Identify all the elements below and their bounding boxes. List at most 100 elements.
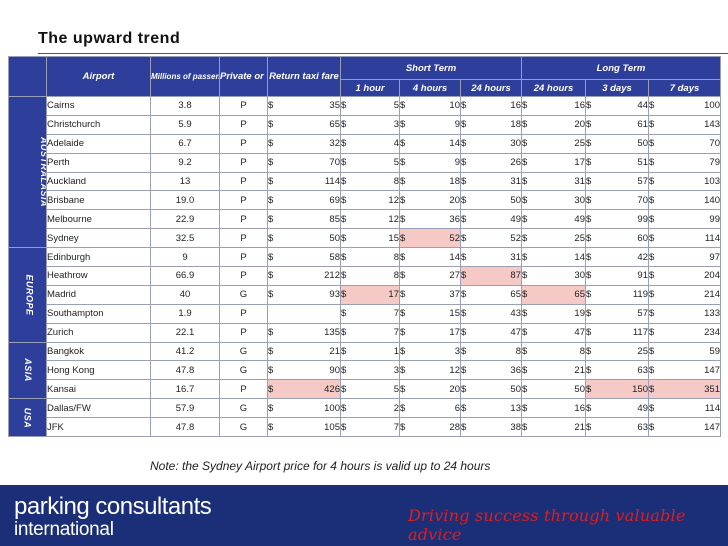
price-amount: 47	[574, 327, 585, 339]
price-amount: 15	[388, 232, 399, 244]
currency-symbol: $	[649, 289, 655, 301]
price-amount: 50	[574, 383, 585, 395]
price-amount: 63	[637, 364, 648, 376]
currency-symbol: $	[649, 346, 655, 358]
table-row: EUROPE Edinburgh 9 P $58 $8 $14 $31 $14 $42 $97	[8, 247, 721, 343]
table-body: AUSTRALASIA Cairns 3.8 P $35 $5 $10 $16 $16 $44 $1…	[8, 95, 721, 438]
price-amount: 119	[632, 289, 648, 301]
price-cell-h24: $87	[460, 266, 522, 286]
ownership-cell: P	[219, 322, 268, 343]
price-cell-h24: $50	[460, 379, 522, 400]
currency-symbol: $	[461, 308, 467, 320]
price-cell-h1: $8	[340, 247, 400, 268]
passengers-cell: 6.7	[150, 133, 220, 154]
footer-banner: parking consultants international Drivin…	[0, 485, 728, 546]
currency-symbol: $	[461, 346, 467, 358]
airport-name: Madrid	[46, 284, 151, 305]
price-amount: 51	[637, 157, 648, 169]
price-cell-h1: $1	[340, 341, 400, 362]
table-row: JFK 47.8 G $105 $7 $28 $38 $21 $63 $147	[9, 417, 721, 438]
currency-symbol: $	[268, 402, 274, 414]
price-amount: 25	[574, 232, 585, 244]
price-amount: 1	[393, 346, 399, 358]
price-cell-d7: $133	[648, 303, 721, 324]
price-amount: 63	[637, 421, 648, 433]
header-short-term: Short Term	[340, 56, 522, 80]
passengers-cell: 41.2	[150, 341, 220, 362]
table-row: Adelaide 6.7 P $32 $4 $14 $30 $25 $50 $70	[9, 133, 721, 154]
airport-name: Zurich	[46, 322, 151, 343]
currency-symbol: $	[341, 176, 347, 187]
table-row: Madrid 40 G $93 $17 $37 $65 $65 $119 $214	[9, 284, 721, 305]
currency-symbol: $	[649, 232, 655, 244]
header-lt-24-hours: 24 hours	[521, 79, 586, 97]
passengers-cell: 47.8	[150, 360, 220, 381]
price-cell-lt24: $20	[521, 114, 586, 135]
price-cell-d7: $214	[648, 284, 721, 305]
price-cell-h24: $49	[460, 209, 522, 230]
table-row: Southampton 1.9 P $7 $15 $43 $19 $57 $133	[9, 303, 721, 324]
price-cell-d3: $60	[585, 228, 649, 249]
price-cell-h24: $50	[460, 190, 522, 211]
price-amount: 5	[393, 100, 399, 112]
price-cell-d3: $25	[585, 341, 649, 362]
passengers-cell: 22.9	[150, 209, 220, 230]
ownership-cell: P	[219, 152, 268, 173]
currency-symbol: $	[522, 138, 528, 150]
currency-symbol: $	[400, 194, 406, 206]
currency-symbol: $	[341, 251, 347, 263]
price-cell-d3: $49	[585, 398, 649, 419]
price-amount: 97	[709, 251, 720, 263]
currency-symbol: $	[400, 402, 406, 414]
price-cell-h4: $18	[399, 171, 461, 192]
airport-name: Heathrow	[46, 266, 151, 286]
currency-symbol: $	[268, 100, 274, 112]
price-cell-d3: $99	[585, 209, 649, 230]
price-amount: 3	[454, 346, 460, 358]
price-cell-h24: $8	[460, 341, 522, 362]
price-cell-lt24: $30	[521, 266, 586, 286]
price-cell-lt24: $16	[521, 96, 586, 116]
currency-symbol: $	[400, 251, 406, 263]
price-cell-h4: $9	[399, 114, 461, 135]
price-amount: 17	[574, 157, 585, 169]
currency-symbol: $	[341, 402, 347, 414]
currency-symbol: $	[341, 157, 347, 169]
price-cell-h24: $16	[460, 96, 522, 116]
currency-symbol: $	[586, 232, 592, 244]
price-cell-d7: $147	[648, 360, 721, 381]
price-amount: 25	[574, 138, 585, 150]
currency-symbol: $	[586, 402, 592, 414]
airport-name: Brisbane	[46, 190, 151, 211]
price-amount: 14	[449, 138, 460, 150]
price-cell-lt24: $16	[521, 398, 586, 419]
header-lt-3-days: 3 days	[585, 79, 649, 97]
currency-symbol: $	[461, 270, 467, 282]
price-cell-d7: $70	[648, 133, 721, 154]
currency-symbol: $	[341, 383, 347, 395]
currency-symbol: $	[400, 327, 406, 339]
price-cell-lt24: $30	[521, 190, 586, 211]
currency-symbol: $	[341, 138, 347, 150]
price-amount: 52	[510, 232, 521, 244]
currency-symbol: $	[522, 364, 528, 376]
price-cell-d7: $351	[648, 379, 721, 400]
price-amount: 100	[324, 402, 340, 414]
price-amount: 16	[574, 402, 585, 414]
price-amount: 150	[632, 383, 648, 395]
price-amount: 50	[510, 194, 521, 206]
passengers-cell: 40	[150, 284, 220, 305]
price-amount: 4	[393, 138, 399, 150]
price-cell-lt24: $25	[521, 133, 586, 154]
currency-symbol: $	[400, 383, 406, 395]
ownership-cell: P	[219, 209, 268, 230]
footnote: Note: the Sydney Airport price for 4 hou…	[150, 459, 491, 473]
header-st-1-hour: 1 hour	[340, 79, 400, 97]
price-amount: 30	[574, 194, 585, 206]
price-cell-d7: $100	[648, 96, 721, 116]
currency-symbol: $	[586, 289, 592, 301]
currency-symbol: $	[586, 194, 592, 206]
region-name: EUROPE	[24, 274, 35, 316]
price-cell-lt24: $17	[521, 152, 586, 173]
table-row: Kansai 16.7 P $426 $5 $20 $50 $50 $150 $351	[9, 379, 721, 400]
